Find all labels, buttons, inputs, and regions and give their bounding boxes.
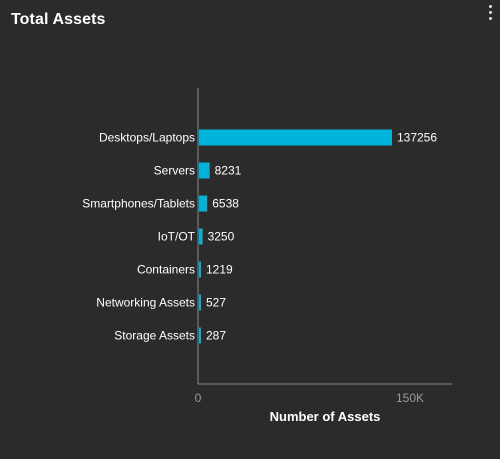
data-label: 137256	[397, 131, 437, 145]
bar[interactable]	[199, 162, 210, 179]
x-axis-title: Number of Assets	[270, 409, 381, 424]
data-label: 287	[206, 329, 226, 343]
category-label: Smartphones/Tablets	[82, 197, 195, 211]
bars-layer: Desktops/Laptops 137256 Servers 8231 Smartph…	[82, 129, 437, 344]
category-label: Containers	[137, 263, 195, 277]
category-label: Storage Assets	[114, 329, 195, 343]
category-label: Desktops/Laptops	[99, 131, 195, 145]
data-label: 6538	[212, 197, 239, 211]
data-label: 1219	[206, 263, 233, 277]
menu-dot	[488, 10, 492, 14]
data-label: 527	[206, 296, 226, 310]
bar[interactable]	[199, 129, 392, 146]
data-label: 3250	[208, 230, 235, 244]
category-label: Networking Assets	[96, 296, 195, 310]
bar[interactable]	[199, 261, 201, 278]
menu-dot	[488, 4, 492, 8]
bar[interactable]	[199, 195, 208, 212]
more-options-icon[interactable]	[484, 2, 496, 22]
widget-title: Total Assets	[11, 11, 106, 28]
menu-dot	[488, 16, 492, 20]
data-label: 8231	[215, 164, 242, 178]
category-label: Servers	[154, 164, 195, 178]
x-tick-label: 0	[195, 391, 202, 405]
bar[interactable]	[199, 294, 201, 311]
category-label: IoT/OT	[158, 230, 196, 244]
x-tick-label: 150K	[396, 391, 424, 405]
bar[interactable]	[199, 228, 203, 245]
bar[interactable]	[199, 327, 201, 344]
